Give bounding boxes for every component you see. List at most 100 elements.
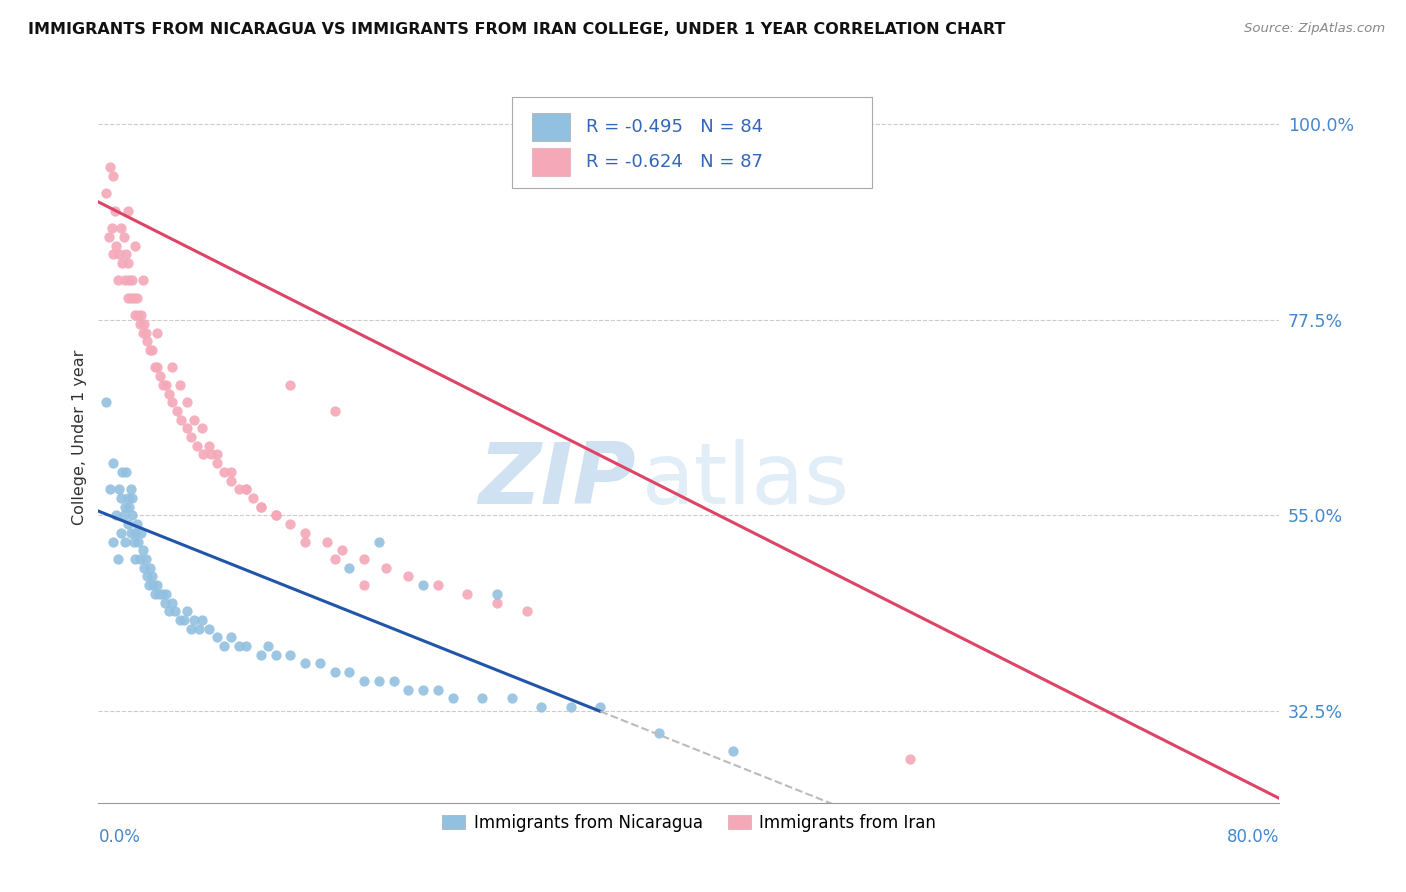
Point (323, 552, 346, 566)
Text: Source: ZipAtlas.com: Source: ZipAtlas.com (1244, 22, 1385, 36)
Point (111, 256, 134, 270)
Point (427, 682, 450, 697)
Point (353, 673, 375, 688)
Point (264, 648, 287, 662)
Point (180, 622, 202, 636)
Point (129, 308, 152, 322)
Point (200, 448, 222, 462)
Point (221, 465, 243, 479)
Text: 80.0%: 80.0% (1227, 829, 1279, 847)
Point (235, 483, 257, 497)
Point (134, 560, 156, 574)
Point (368, 534, 391, 549)
Point (117, 256, 139, 270)
Point (264, 508, 287, 523)
Point (153, 595, 176, 609)
Point (148, 587, 170, 601)
Point (486, 587, 509, 601)
Point (135, 552, 157, 566)
Point (115, 247, 138, 261)
Point (162, 595, 183, 609)
Point (198, 622, 221, 636)
Point (339, 665, 361, 680)
Point (170, 412, 193, 426)
Point (129, 525, 152, 540)
Point (100, 221, 122, 235)
Point (112, 508, 135, 523)
Y-axis label: College, Under 1 year: College, Under 1 year (72, 350, 87, 524)
Point (103, 456, 125, 470)
Point (242, 491, 264, 505)
Point (235, 639, 257, 653)
Point (316, 534, 339, 549)
Point (142, 578, 165, 592)
Legend: Immigrants from Nicaragua, Immigrants from Iran: Immigrants from Nicaragua, Immigrants fr… (436, 807, 942, 838)
Point (339, 560, 361, 574)
Point (139, 560, 162, 574)
Point (121, 273, 143, 287)
Text: ZIP: ZIP (478, 440, 636, 523)
Point (212, 465, 235, 479)
Point (457, 587, 479, 601)
Point (117, 517, 139, 532)
Point (183, 613, 205, 627)
Point (398, 569, 420, 583)
Point (118, 500, 141, 514)
Point (187, 622, 209, 636)
Point (128, 552, 150, 566)
Point (900, 752, 922, 766)
Point (114, 534, 136, 549)
Point (176, 604, 198, 618)
Point (323, 404, 346, 418)
Text: R = -0.495   N = 84: R = -0.495 N = 84 (586, 118, 763, 136)
Point (125, 291, 148, 305)
Text: R = -0.624   N = 87: R = -0.624 N = 87 (586, 153, 763, 171)
Point (103, 534, 125, 549)
Point (412, 578, 434, 592)
Point (122, 534, 145, 549)
Point (132, 326, 155, 340)
Point (186, 439, 208, 453)
Point (141, 343, 163, 357)
Point (441, 691, 464, 706)
Point (122, 291, 145, 305)
Point (250, 648, 273, 662)
Point (117, 491, 139, 505)
FancyBboxPatch shape (531, 148, 569, 176)
Point (530, 700, 553, 714)
Point (330, 543, 353, 558)
Point (166, 404, 188, 418)
Point (124, 308, 146, 322)
Point (486, 595, 509, 609)
Point (115, 465, 138, 479)
Text: 0.0%: 0.0% (98, 829, 141, 847)
Point (105, 508, 128, 523)
Point (427, 578, 450, 592)
Point (125, 517, 148, 532)
Point (135, 326, 157, 340)
Point (114, 273, 136, 287)
Point (149, 369, 172, 384)
Point (127, 534, 149, 549)
Point (108, 483, 131, 497)
Point (157, 604, 180, 618)
Point (560, 700, 582, 714)
Point (516, 604, 538, 618)
Point (280, 377, 302, 392)
Point (98, 483, 121, 497)
Point (114, 500, 136, 514)
Point (117, 203, 139, 218)
Point (183, 412, 205, 426)
Point (120, 525, 142, 540)
Text: IMMIGRANTS FROM NICARAGUA VS IMMIGRANTS FROM IRAN COLLEGE, UNDER 1 YEAR CORRELAT: IMMIGRANTS FROM NICARAGUA VS IMMIGRANTS … (28, 22, 1005, 37)
Point (180, 430, 202, 444)
Point (117, 291, 139, 305)
Point (120, 291, 142, 305)
Point (143, 360, 166, 375)
Point (212, 639, 235, 653)
Point (516, 134, 538, 148)
Point (228, 639, 250, 653)
Point (176, 395, 198, 409)
Point (103, 247, 125, 261)
Point (193, 448, 215, 462)
